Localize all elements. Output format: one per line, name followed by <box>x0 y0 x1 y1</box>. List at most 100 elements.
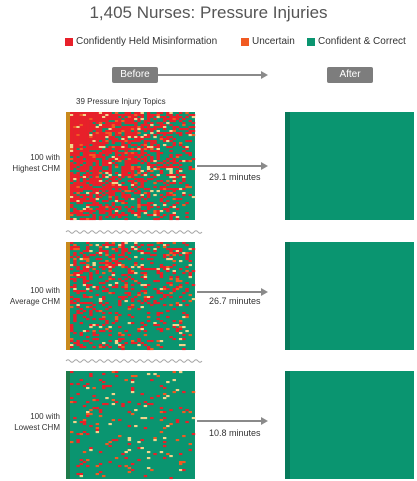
heatmap-cell <box>156 206 160 209</box>
heatmap-cell <box>175 116 180 119</box>
heatmap-cell <box>92 190 96 193</box>
heatmap-cell <box>82 284 87 287</box>
heatmap-cell <box>156 146 160 149</box>
heatmap-cell <box>143 136 148 139</box>
heatmap-cell <box>121 212 125 215</box>
heatmap-cell <box>102 134 106 137</box>
heatmap-cell <box>76 310 80 313</box>
heatmap-cell <box>118 114 122 117</box>
heatmap-cell <box>121 405 125 408</box>
heatmap-cell <box>95 130 100 133</box>
heatmap-cell <box>82 150 87 153</box>
heatmap-cell <box>127 166 132 169</box>
heatmap-cell <box>134 242 138 245</box>
heatmap-cell <box>121 214 125 217</box>
heatmap-cell <box>172 162 176 165</box>
heatmap-cell <box>73 218 77 221</box>
heatmap-cell <box>89 142 93 145</box>
heatmap-cell <box>111 180 116 183</box>
heatmap-cell <box>73 212 77 215</box>
heatmap-cell <box>121 194 125 197</box>
heatmap-cell <box>156 166 160 169</box>
heatmap-cell <box>102 142 106 145</box>
heatmap-cell <box>169 120 173 123</box>
heatmap-cell <box>73 196 77 199</box>
heatmap-cell <box>114 401 119 404</box>
heatmap-cell <box>79 214 84 217</box>
heatmap-cell <box>121 192 125 195</box>
heatmap-cell <box>172 188 176 191</box>
heatmap-cell <box>137 204 141 207</box>
heatmap-cell <box>111 371 116 374</box>
heatmap-cell <box>156 156 160 159</box>
heatmap-cell <box>188 160 192 163</box>
heatmap-cell <box>146 162 151 165</box>
heatmap-cell <box>105 320 109 323</box>
heatmap-cell <box>156 290 160 293</box>
heatmap-cell <box>79 158 84 161</box>
heatmap-cell <box>175 330 180 333</box>
heatmap-cell <box>130 174 135 177</box>
heatmap-cell <box>137 403 141 406</box>
heatmap-cell <box>92 166 96 169</box>
heatmap-cell <box>127 314 132 317</box>
heatmap-cell <box>124 266 128 269</box>
heatmap-cell <box>134 182 138 185</box>
heatmap-cell <box>86 302 90 305</box>
heatmap-cell <box>182 180 186 183</box>
heatmap-cell <box>82 186 87 189</box>
heatmap-cell <box>140 128 144 131</box>
heatmap-cell <box>95 166 100 169</box>
heatmap-cell <box>185 421 189 424</box>
group-label-average-line2: Average CHM <box>9 297 60 306</box>
heatmap-cell <box>79 379 84 382</box>
heatmap-cell <box>156 122 160 125</box>
heatmap-cell <box>86 268 90 271</box>
heatmap-cell <box>172 264 176 267</box>
heatmap-cell <box>150 122 154 125</box>
heatmap-cell <box>182 316 186 319</box>
heatmap-cell <box>79 198 84 201</box>
heatmap-cell <box>92 144 96 147</box>
heatmap-cell <box>137 120 141 123</box>
heatmap-cell <box>130 375 135 378</box>
heatmap-cell <box>124 214 128 217</box>
heatmap-cell <box>137 138 141 141</box>
heatmap-cell <box>92 132 96 135</box>
heatmap-cell <box>89 326 93 329</box>
heatmap-cell <box>114 120 119 123</box>
heatmap-cell <box>114 164 119 167</box>
heatmap-cell <box>127 164 132 167</box>
heatmap-cell <box>70 200 74 203</box>
heatmap-cell <box>86 186 90 189</box>
heatmap-cell <box>130 144 135 147</box>
heatmap-cell <box>166 210 170 213</box>
heatmap-cell <box>108 114 112 117</box>
heatmap-cell <box>146 346 151 349</box>
heatmap-cell <box>92 192 96 195</box>
heatmap-cell <box>118 332 122 335</box>
heatmap-cell <box>159 188 164 191</box>
heatmap-cell <box>73 194 77 197</box>
heatmap-cell <box>73 158 77 161</box>
heatmap-cell <box>172 260 176 263</box>
heatmap-cell <box>130 140 135 143</box>
heatmap-cell <box>70 148 74 151</box>
heatmap-cell <box>89 375 93 378</box>
heatmap-cell <box>140 393 144 396</box>
heatmap-cell <box>82 156 87 159</box>
heatmap-cell <box>185 288 189 291</box>
heatmap-cell <box>73 258 77 261</box>
heatmap-cell <box>159 264 164 267</box>
heatmap-cell <box>102 170 106 173</box>
heatmap-cell <box>89 178 93 181</box>
heatmap-cell <box>73 156 77 159</box>
heatmap-cell <box>92 214 96 217</box>
heatmap-cell <box>111 264 116 267</box>
heatmap-cell <box>79 272 84 275</box>
heatmap-cell <box>130 270 135 273</box>
heatmap-cell <box>79 346 84 349</box>
heatmap-cell <box>102 150 106 153</box>
heatmap-cell <box>105 290 109 293</box>
heatmap-cell <box>79 132 84 135</box>
